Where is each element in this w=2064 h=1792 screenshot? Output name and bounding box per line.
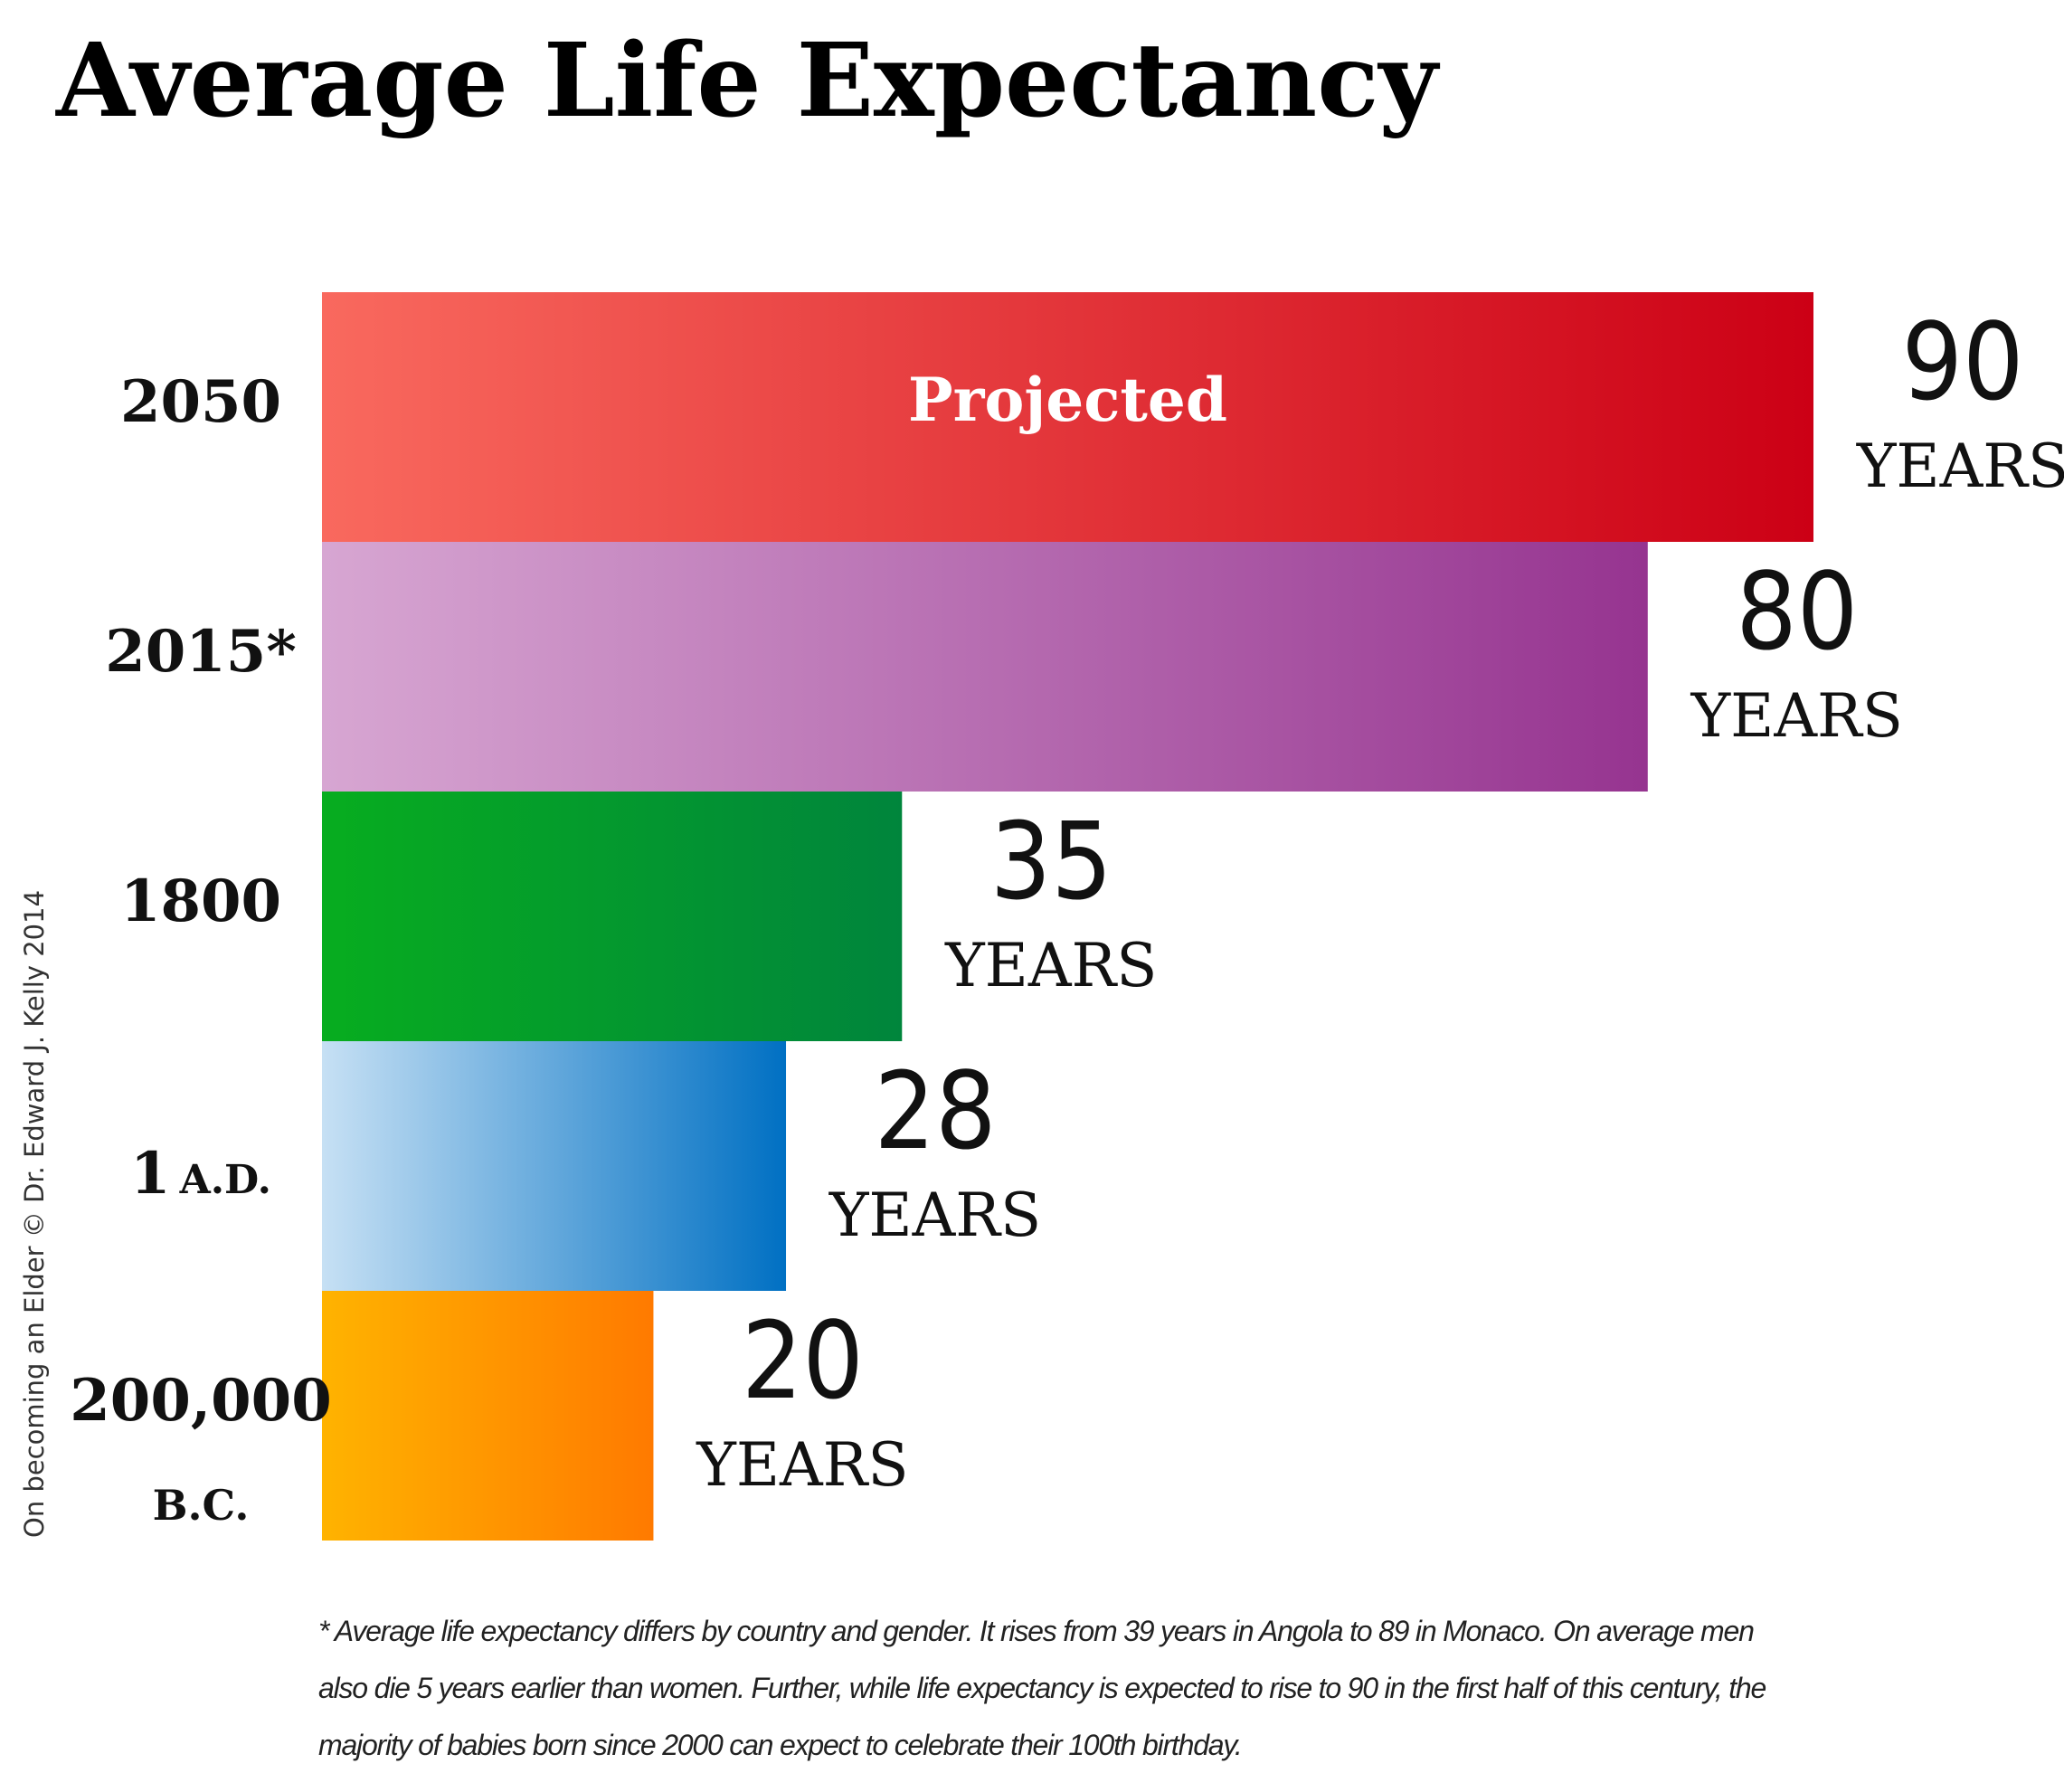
bar-1 — [322, 542, 1648, 792]
value-unit-label: YEARS — [1690, 681, 1903, 751]
category-label: 2015* — [105, 618, 297, 686]
footnote: * Average life expectancy differs by cou… — [318, 1615, 1766, 1761]
value-unit-label: YEARS — [944, 931, 1157, 1000]
chart-title: Average Life Expectancy — [55, 22, 1440, 140]
bar-annotation: Projected — [908, 365, 1227, 435]
value-label: 35 — [990, 799, 1112, 924]
category-label: 1800 — [120, 868, 281, 935]
bar-4 — [322, 1291, 654, 1541]
value-unit-label: YEARS — [828, 1180, 1041, 1250]
category-labels: 2050 2015* 1800 1 A.D. 200,000 B.C. — [70, 368, 331, 1530]
value-unit-label: YEARS — [1856, 431, 2064, 501]
category-label: 1 A.D. — [130, 1140, 271, 1208]
bar-0 — [322, 292, 1813, 542]
category-label: 2050 — [120, 368, 281, 436]
value-label: 80 — [1736, 549, 1858, 674]
value-unit-label: YEARS — [696, 1430, 908, 1500]
category-label: 200,000 — [70, 1367, 331, 1435]
value-label: 20 — [742, 1298, 864, 1423]
value-label: 28 — [874, 1048, 996, 1173]
bar-3 — [322, 1041, 787, 1291]
credit-text: On becoming an Elder © Dr. Edward J. Kel… — [19, 890, 50, 1538]
category-sublabel: B.C. — [153, 1481, 250, 1530]
value-label: 90 — [1901, 299, 2023, 424]
bars-layer: Projected — [322, 292, 1813, 1541]
bar-2 — [322, 792, 903, 1041]
